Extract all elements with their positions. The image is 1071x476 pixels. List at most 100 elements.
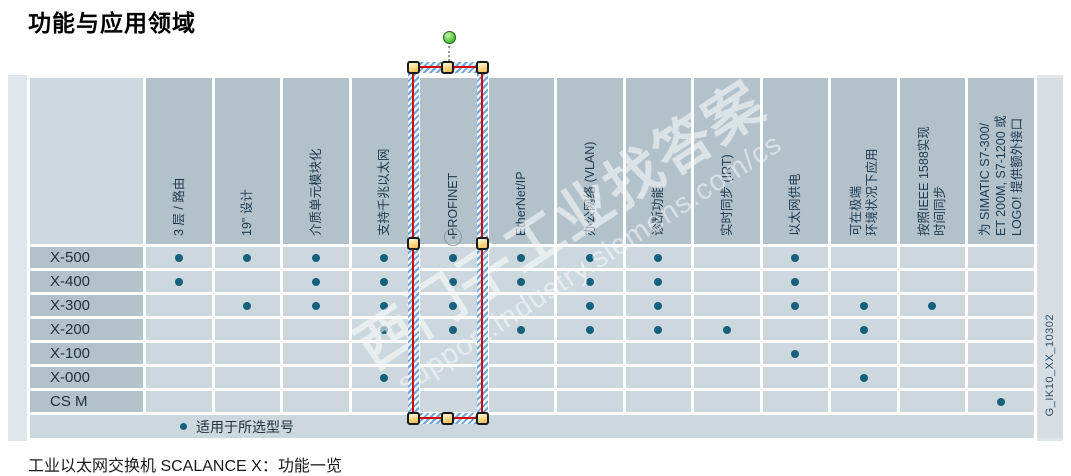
matrix-cell <box>762 343 828 364</box>
column-header-label: 为 SIMATIC S7-300/ ET 200M, S7-1200 或 LOG… <box>977 115 1024 236</box>
rotation-connector-line <box>448 46 450 61</box>
matrix-cell <box>146 271 212 292</box>
feature-dot <box>585 325 594 334</box>
matrix-cell <box>214 295 280 316</box>
matrix-cell <box>351 247 417 268</box>
resize-handle-bottom-right[interactable] <box>476 412 489 425</box>
row-label-x-000: X-000 <box>30 367 143 388</box>
matrix-cell <box>146 343 212 364</box>
matrix-cell <box>694 343 760 364</box>
page-title: 功能与应用领域 <box>28 10 196 36</box>
matrix-cell <box>420 367 486 388</box>
matrix-cell <box>214 391 280 412</box>
matrix-cell <box>899 343 965 364</box>
matrix-cell <box>831 319 897 340</box>
column-header-label: 可在极端 环境状况下应用 <box>848 148 879 236</box>
column-header-label: 按照IEEE 1588实现 时间同步 <box>917 126 948 236</box>
row-label-cs-m: CS M <box>30 391 143 412</box>
matrix-cell <box>283 391 349 412</box>
resize-handle-top-right[interactable] <box>476 61 489 74</box>
feature-dot <box>517 325 526 334</box>
column-header-label: 介质单元模块化 <box>308 148 323 236</box>
matrix-cell <box>625 247 691 268</box>
row-label-x-400: X-400 <box>30 271 143 292</box>
matrix-cell <box>557 295 623 316</box>
column-header-7: 诊断功能 <box>625 78 691 244</box>
matrix-cell <box>899 295 965 316</box>
matrix-cell <box>488 391 554 412</box>
matrix-cell <box>762 271 828 292</box>
feature-dot <box>585 253 594 262</box>
matrix-cell <box>351 391 417 412</box>
resize-handle-middle-right[interactable] <box>476 237 489 250</box>
row-label-x-100: X-100 <box>30 343 143 364</box>
matrix-cell <box>557 343 623 364</box>
matrix-cell <box>968 391 1034 412</box>
figure-code-strip: G_IK10_XX_10302 <box>1037 78 1063 438</box>
matrix-cell <box>968 319 1034 340</box>
matrix-cell <box>625 343 691 364</box>
corner-cell <box>30 78 143 244</box>
matrix-cell <box>420 319 486 340</box>
matrix-cell <box>694 319 760 340</box>
feature-dot <box>380 301 389 310</box>
column-header-label: 支持千兆以太网 <box>377 148 392 236</box>
column-header-12: 为 SIMATIC S7-300/ ET 200M, S7-1200 或 LOG… <box>968 78 1034 244</box>
matrix-cell <box>146 367 212 388</box>
matrix-cell <box>968 271 1034 292</box>
matrix-cell <box>762 367 828 388</box>
column-header-1: 19" 设计 <box>214 78 280 244</box>
feature-dot <box>380 253 389 262</box>
matrix-cell <box>488 343 554 364</box>
column-header-9: 以太网供电 <box>762 78 828 244</box>
figure-caption: 工业以太网交换机 SCALANCE X：功能一览 <box>28 458 342 475</box>
feature-dot <box>380 325 389 334</box>
feature-dot <box>996 397 1005 406</box>
matrix-cell <box>214 271 280 292</box>
matrix-cell <box>968 343 1034 364</box>
resize-handle-top-middle[interactable] <box>441 61 454 74</box>
matrix-cell <box>899 319 965 340</box>
feature-dot <box>791 301 800 310</box>
feature-dot <box>311 301 320 310</box>
matrix-cell <box>557 367 623 388</box>
resize-handle-middle-left[interactable] <box>407 237 420 250</box>
matrix-cell <box>351 343 417 364</box>
matrix-cell <box>831 343 897 364</box>
column-header-label: 实时同步 (IRT) <box>719 154 734 236</box>
matrix-cell <box>968 247 1034 268</box>
column-header-5: EtherNet/IP <box>488 78 554 244</box>
feature-dot <box>859 301 868 310</box>
resize-handle-bottom-left[interactable] <box>407 412 420 425</box>
column-header-label: 以太网供电 <box>788 173 803 236</box>
resize-handle-top-left[interactable] <box>407 61 420 74</box>
matrix-cell <box>831 247 897 268</box>
matrix-cell <box>488 271 554 292</box>
matrix-cell <box>557 391 623 412</box>
matrix-cell <box>625 391 691 412</box>
column-header-label: EtherNet/IP <box>514 171 529 236</box>
feature-dot <box>517 253 526 262</box>
row-label-x-300: X-300 <box>30 295 143 316</box>
matrix-cell <box>420 295 486 316</box>
column-header-11: 按照IEEE 1588实现 时间同步 <box>899 78 965 244</box>
matrix-cell <box>146 391 212 412</box>
matrix-cell <box>420 247 486 268</box>
matrix-cell <box>762 295 828 316</box>
matrix-cell <box>968 295 1034 316</box>
resize-handle-bottom-middle[interactable] <box>441 412 454 425</box>
feature-dot <box>654 301 663 310</box>
feature-dot <box>585 277 594 286</box>
matrix-cell <box>625 319 691 340</box>
matrix-cell <box>351 367 417 388</box>
matrix-cell <box>214 367 280 388</box>
matrix-cell <box>694 247 760 268</box>
matrix-cell <box>283 367 349 388</box>
matrix-cell <box>283 271 349 292</box>
feature-dot <box>174 253 183 262</box>
feature-dot <box>448 253 457 262</box>
matrix-cell <box>146 319 212 340</box>
feature-dot <box>928 301 937 310</box>
matrix-cell <box>625 271 691 292</box>
rotation-handle[interactable] <box>443 31 456 44</box>
